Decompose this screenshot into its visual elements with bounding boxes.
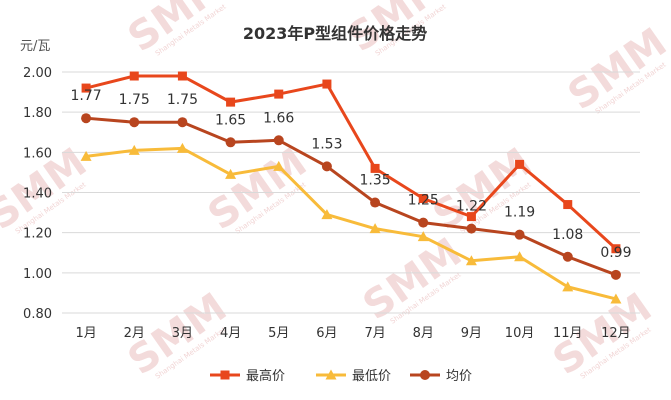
- series-2: [81, 113, 621, 280]
- y-tick-label: 1.60: [23, 146, 52, 161]
- legend-label: 最低价: [352, 369, 391, 384]
- data-label: 1.66: [263, 110, 294, 126]
- data-label: 1.77: [70, 88, 101, 104]
- x-tick-label: 8月: [413, 326, 434, 341]
- data-label: 1.25: [408, 193, 439, 209]
- y-axis-ticks: 2.00 1.80 1.60 1.40 1.20 1.00 0.80: [23, 66, 52, 322]
- data-point: [273, 160, 285, 171]
- series-line: [85, 116, 617, 277]
- data-point: [465, 255, 477, 266]
- legend-label: 均价: [446, 369, 472, 384]
- data-point: [562, 281, 574, 292]
- data-label: 1.53: [311, 136, 342, 152]
- data-point: [514, 251, 526, 262]
- x-tick-label: 2月: [124, 326, 145, 341]
- y-tick-label: 1.20: [23, 227, 52, 242]
- x-tick-label: 6月: [316, 326, 337, 341]
- x-tick-label: 5月: [268, 326, 289, 341]
- data-label: 1.65: [215, 112, 246, 128]
- legend-label: 最高价: [246, 368, 285, 384]
- data-point: [322, 79, 332, 89]
- data-point: [418, 217, 429, 228]
- x-tick-label: 12月: [601, 326, 631, 341]
- data-point: [611, 244, 621, 254]
- data-point: [177, 71, 187, 81]
- y-tick-label: 2.00: [23, 66, 52, 81]
- x-tick-label: 4月: [220, 326, 241, 341]
- data-point: [610, 293, 622, 304]
- data-point: [514, 229, 525, 240]
- data-label: 1.35: [359, 173, 390, 189]
- data-label: 1.19: [504, 205, 535, 221]
- legend-item-1: 最低价: [316, 369, 391, 384]
- data-point: [81, 83, 91, 93]
- data-point: [321, 161, 332, 172]
- data-point: [515, 159, 525, 169]
- data-point: [369, 223, 381, 234]
- x-tick-label: 1月: [75, 326, 96, 341]
- data-labels: 1.77 1.75 1.75 1.65 1.66 1.53 1.35 1.25 1.22 1.19…: [70, 88, 631, 261]
- legend: 最高价 最低价 均价: [210, 368, 472, 384]
- data-label: 1.22: [456, 199, 487, 215]
- data-point: [466, 212, 476, 222]
- x-tick-label: 10月: [505, 326, 535, 341]
- data-point: [563, 200, 573, 210]
- data-point: [128, 144, 140, 155]
- data-label: 0.99: [600, 245, 631, 261]
- data-point: [418, 194, 428, 204]
- legend-item-2: 均价: [410, 369, 472, 384]
- data-label: 1.75: [167, 92, 198, 108]
- data-point: [81, 113, 92, 124]
- series-line: [85, 146, 617, 301]
- x-tick-label: 11月: [553, 326, 583, 341]
- data-point: [610, 269, 621, 280]
- data-point: [321, 209, 333, 220]
- data-point: [370, 163, 380, 173]
- data-label: 1.75: [119, 92, 150, 108]
- data-point: [225, 137, 236, 148]
- legend-marker: [325, 369, 337, 380]
- x-tick-label: 7月: [364, 326, 385, 341]
- x-axis-ticks: 1月 2月 3月 4月 5月 6月 7月 8月 9月 10月 11月 12月: [75, 326, 630, 341]
- x-tick-label: 9月: [461, 326, 482, 341]
- data-point: [370, 197, 381, 208]
- data-point: [225, 168, 237, 179]
- data-point: [129, 71, 139, 81]
- y-tick-label: 1.00: [23, 267, 52, 282]
- legend-item-0: 最高价: [210, 368, 285, 384]
- y-axis-unit-label: 元/瓦: [20, 39, 50, 54]
- chart-title: 2023年P型组件价格走势: [243, 24, 427, 43]
- data-label: 1.08: [552, 227, 583, 243]
- data-point: [226, 97, 236, 107]
- data-point: [417, 231, 429, 242]
- series-line: [85, 74, 617, 250]
- data-point: [562, 251, 573, 262]
- data-point: [129, 117, 140, 128]
- data-point: [80, 150, 92, 161]
- series-1: [80, 142, 622, 304]
- x-tick-label: 3月: [172, 326, 193, 341]
- data-point: [176, 142, 188, 153]
- y-tick-label: 1.40: [23, 187, 52, 202]
- legend-marker: [420, 370, 430, 380]
- data-point: [466, 223, 477, 234]
- data-point: [273, 135, 284, 146]
- series-layer: [80, 71, 622, 304]
- legend-marker: [220, 370, 230, 380]
- y-tick-label: 1.80: [23, 106, 52, 121]
- data-point: [177, 117, 188, 128]
- y-tick-label: 0.80: [23, 307, 52, 322]
- series-0: [81, 71, 621, 254]
- data-point: [274, 89, 284, 99]
